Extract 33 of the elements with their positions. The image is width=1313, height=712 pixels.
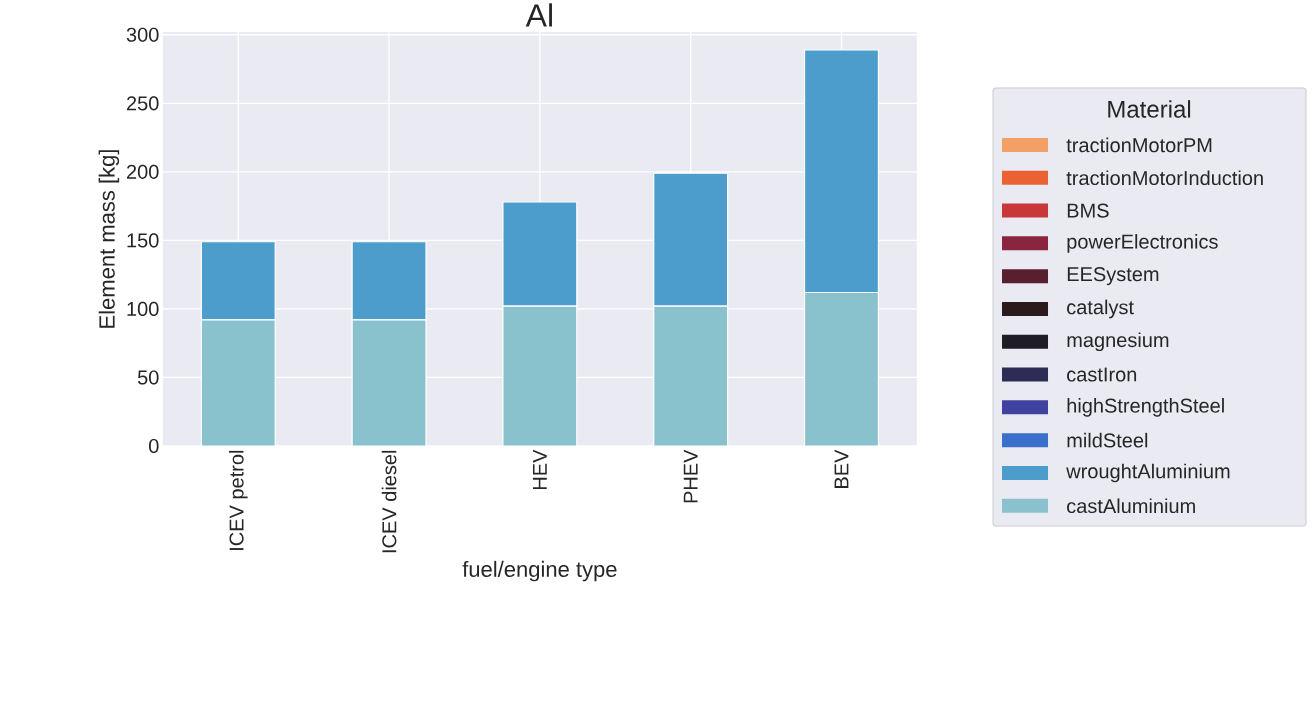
y-tick-label: 250: [126, 96, 159, 111]
legend-label: magnesium: [1067, 332, 1169, 352]
bar: [351, 319, 427, 447]
legend-label: mildSteel: [1067, 432, 1148, 448]
bar: [502, 305, 578, 447]
legend-label: castAluminium: [1067, 498, 1195, 514]
legend-label: catalyst: [1067, 299, 1134, 319]
y-tick-label: 0: [149, 438, 159, 454]
legend-label: EESystem: [1067, 267, 1159, 286]
legend-label: wroughtAluminium: [1066, 463, 1230, 483]
bar: [653, 305, 729, 447]
x-tick-label: PHEV: [683, 449, 698, 503]
legend-label: highStrengthSteel: [1067, 398, 1224, 417]
x-tick-label: ICEV diesel: [381, 450, 397, 553]
y-tick-label: 50: [137, 370, 159, 385]
legend-label: powerElectronics: [1067, 234, 1218, 253]
x-tick-label: HEV: [532, 449, 547, 490]
legend-label: BMS: [1067, 203, 1109, 218]
legend-label: tractionMotorInduction: [1066, 170, 1263, 186]
y-axis-title: Element mass [kg]: [98, 150, 120, 328]
x-axis-title: fuel/engine type: [462, 560, 617, 582]
y-tick-label: 100: [127, 301, 159, 317]
y-tick-label: 300: [126, 27, 159, 42]
y-tick-label: 150: [127, 233, 159, 248]
bar: [803, 291, 880, 447]
legend-label: castIron: [1067, 367, 1137, 382]
legend-label: tractionMotorPM: [1066, 137, 1212, 153]
x-tick-label: BEV: [834, 449, 849, 488]
x-tick-label: ICEV petrol: [228, 450, 248, 550]
chart-title: Al: [525, 3, 552, 27]
legend-title: Material: [1108, 100, 1191, 118]
bar: [200, 319, 276, 447]
y-tick-label: 200: [126, 164, 159, 179]
